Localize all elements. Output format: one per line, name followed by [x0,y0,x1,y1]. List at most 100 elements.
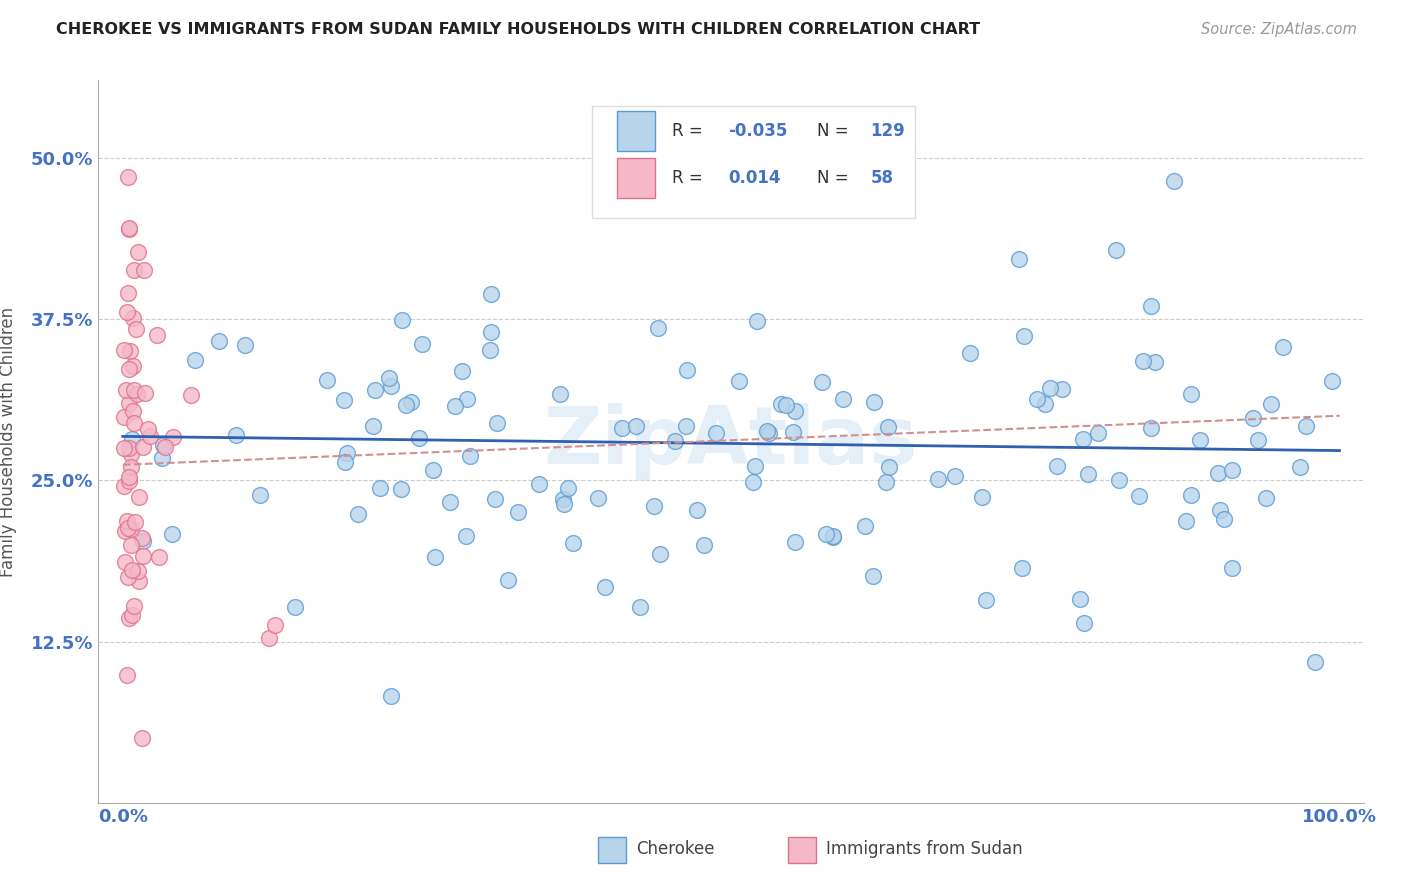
Point [676,363,699,377]
Point [1303,655,1326,669]
Point [456,392,478,406]
Point [1247,433,1270,447]
Point [498,573,520,587]
Point [643,499,665,513]
Point [364,383,387,397]
Text: CHEROKEE VS IMMIGRANTS FROM SUDAN FAMILY HOUSEHOLDS WITH CHILDREN CORRELATION CH: CHEROKEE VS IMMIGRANTS FROM SUDAN FAMILY… [56,22,980,37]
Point [1241,411,1264,425]
Point [686,503,709,517]
Point [1012,328,1035,343]
Point [155,440,177,454]
Point [1220,561,1243,575]
Point [117,570,139,584]
Point [380,378,402,392]
Point [122,383,145,397]
Point [823,529,845,543]
Point [1140,421,1163,435]
Point [624,419,647,434]
Point [115,667,138,681]
Point [121,432,143,446]
Point [970,490,993,504]
Point [122,262,145,277]
Point [1077,467,1099,481]
Point [1011,561,1033,575]
Point [118,220,141,235]
Point [481,286,503,301]
Point [1087,426,1109,441]
Point [450,364,472,378]
Point [1140,299,1163,313]
Point [853,519,876,533]
Point [1132,354,1154,368]
Point [122,404,145,418]
Point [1174,514,1197,528]
Point [1189,433,1212,447]
Point [120,460,142,475]
Point [117,286,139,301]
Point [1050,383,1073,397]
Point [1073,615,1095,630]
Point [744,458,766,473]
Point [1209,502,1232,516]
Point [162,429,184,443]
Text: R =: R = [672,122,707,140]
Point [1220,463,1243,477]
Point [628,600,651,615]
Point [112,442,135,456]
Text: Immigrants from Sudan: Immigrants from Sudan [825,840,1022,858]
Point [862,395,884,409]
Point [131,731,153,746]
Point [479,326,502,340]
Point [593,580,616,594]
Point [361,419,384,434]
Point [121,359,143,373]
Point [180,387,202,401]
Point [347,507,370,521]
Point [775,398,797,412]
Point [184,352,207,367]
FancyBboxPatch shape [592,105,914,218]
Point [132,549,155,563]
Point [225,428,247,442]
Point [1271,340,1294,354]
Point [208,334,231,348]
Point [249,488,271,502]
Point [377,371,399,385]
Point [783,534,806,549]
Point [693,538,716,552]
Point [114,524,136,538]
Point [1206,466,1229,480]
Point [1026,392,1049,406]
Point [139,429,162,443]
Point [263,617,285,632]
Point [974,593,997,607]
Point [118,469,141,483]
Point [122,599,145,614]
Point [588,491,610,505]
Point [233,338,256,352]
Point [148,550,170,565]
Point [121,563,143,577]
Point [112,343,135,357]
Point [284,600,307,615]
Point [368,481,391,495]
Text: R =: R = [672,169,707,186]
Point [152,438,174,452]
Text: N =: N = [817,122,853,140]
Point [118,361,141,376]
Point [124,416,146,430]
Point [782,425,804,439]
Point [333,393,356,408]
Point [124,516,146,530]
Point [391,312,413,326]
Point [125,322,148,336]
Point [1254,491,1277,506]
Point [120,447,142,461]
Point [927,472,949,486]
Point [408,431,430,445]
Point [118,475,141,489]
Point [704,426,727,441]
Point [1033,397,1056,411]
Point [132,534,155,549]
Point [1069,591,1091,606]
